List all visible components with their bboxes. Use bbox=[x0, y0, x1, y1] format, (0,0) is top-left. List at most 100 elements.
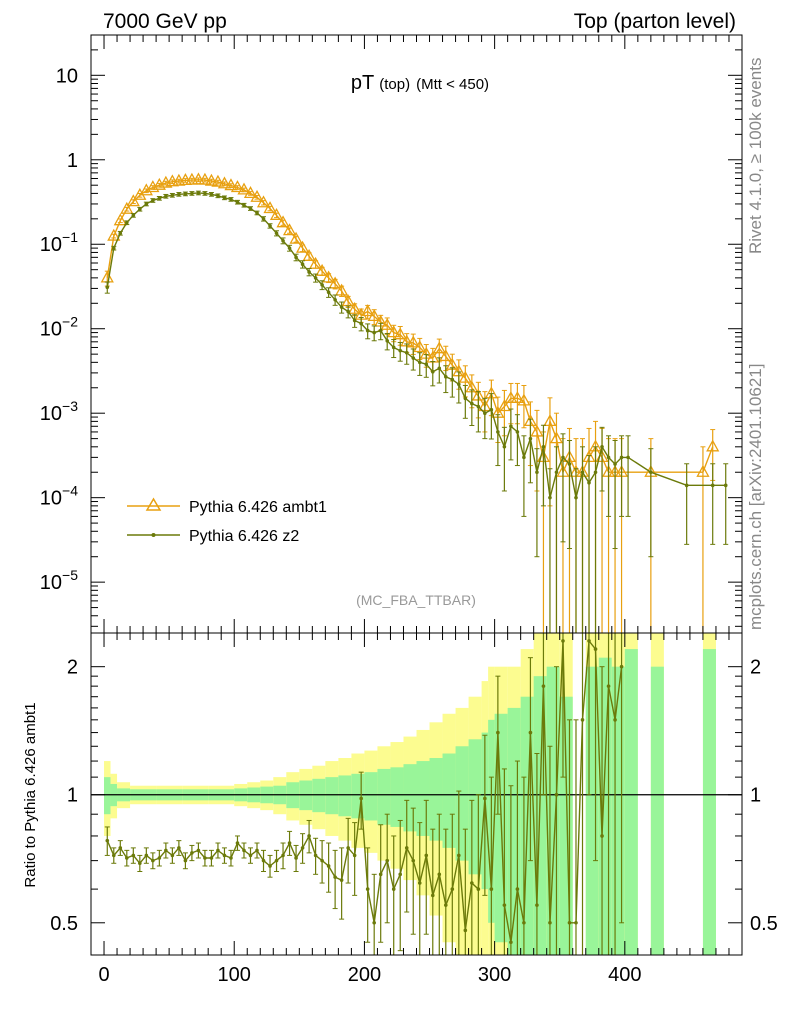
ratio-point-z2 bbox=[502, 903, 507, 907]
data-point-z2 bbox=[528, 436, 533, 441]
data-point-z2 bbox=[417, 360, 422, 365]
ratio-point-z2 bbox=[580, 718, 585, 722]
data-point-z2 bbox=[710, 483, 715, 488]
lower-y-tick-label: 0.5 bbox=[50, 913, 78, 935]
data-point-ambt1 bbox=[341, 294, 355, 307]
data-point-z2 bbox=[450, 377, 455, 382]
data-point-z2 bbox=[274, 231, 279, 236]
ratio-point-z2 bbox=[105, 838, 110, 843]
data-point-z2 bbox=[372, 330, 376, 335]
data-point-ambt1 bbox=[458, 370, 472, 383]
x-tick-label: 100 bbox=[218, 964, 251, 986]
data-point-ambt1 bbox=[510, 390, 525, 403]
data-point-ambt1 bbox=[517, 393, 531, 406]
lower-y-tick-label-right: 1 bbox=[750, 785, 761, 807]
ratio-point-z2 bbox=[509, 940, 513, 945]
ratio-point-z2 bbox=[593, 647, 598, 651]
data-point-ambt1 bbox=[406, 335, 420, 348]
upper-y-tick-label: 10 bbox=[56, 65, 78, 87]
data-point-ambt1 bbox=[543, 414, 557, 427]
ratio-point-z2 bbox=[203, 856, 207, 860]
ratio-point-z2 bbox=[274, 858, 279, 863]
data-point-z2 bbox=[248, 206, 253, 211]
data-point-ambt1 bbox=[497, 399, 511, 412]
data-point-ambt1 bbox=[696, 464, 710, 477]
ratio-point-z2 bbox=[268, 864, 272, 868]
data-point-z2 bbox=[723, 483, 728, 488]
data-point-ambt1 bbox=[191, 172, 206, 185]
ratio-point-z2 bbox=[157, 856, 162, 860]
ratio-band-inner bbox=[442, 753, 456, 848]
ratio-band-inner bbox=[455, 746, 469, 861]
ratio-point-z2 bbox=[437, 872, 442, 877]
upper-y-tick-base: 10 bbox=[40, 572, 62, 594]
data-point-z2 bbox=[391, 345, 396, 350]
data-point-z2 bbox=[489, 407, 494, 412]
data-point-z2 bbox=[183, 192, 188, 196]
upper-y-tick-exponent: −1 bbox=[62, 229, 78, 245]
ratio-band-inner bbox=[338, 775, 352, 817]
ratio-band-inner bbox=[559, 696, 573, 955]
upper-y-tick-base: 10 bbox=[40, 403, 62, 425]
data-point-ambt1 bbox=[282, 223, 297, 236]
upper-y-tick-exponent: −5 bbox=[62, 567, 78, 583]
ratio-point-z2 bbox=[365, 887, 370, 891]
ratio-band-inner bbox=[377, 768, 391, 825]
data-point-z2 bbox=[131, 213, 136, 218]
upper-y-tick-label: 10−2 bbox=[40, 314, 78, 341]
data-point-z2 bbox=[567, 462, 572, 466]
data-point-z2 bbox=[138, 207, 142, 211]
ratio-band-inner bbox=[416, 761, 430, 836]
ratio-point-z2 bbox=[424, 853, 429, 858]
ratio-point-z2 bbox=[470, 881, 474, 885]
ratio-point-z2 bbox=[235, 841, 240, 845]
data-point-ambt1 bbox=[211, 174, 225, 187]
plot-title: pT (top) (Mtt < 450) bbox=[351, 72, 489, 94]
ratio-point-z2 bbox=[300, 846, 305, 850]
ratio-point-z2 bbox=[287, 841, 292, 845]
data-point-z2 bbox=[229, 197, 233, 202]
ratio-point-z2 bbox=[229, 856, 233, 860]
ratio-point-z2 bbox=[561, 639, 565, 643]
analysis-watermark: (MC_FBA_TTBAR) bbox=[356, 592, 476, 608]
data-point-ambt1 bbox=[126, 194, 140, 207]
ratio-point-z2 bbox=[359, 796, 363, 801]
ratio-point-z2 bbox=[248, 853, 253, 858]
upper-y-tick-exponent: −4 bbox=[62, 483, 78, 499]
ratio-point-z2 bbox=[216, 848, 220, 853]
data-point-ambt1 bbox=[256, 195, 271, 208]
data-point-ambt1 bbox=[387, 325, 401, 338]
plot-title-main: pT bbox=[351, 72, 374, 94]
data-point-z2 bbox=[548, 495, 552, 500]
ratio-point-z2 bbox=[339, 878, 344, 882]
ratio-point-z2 bbox=[209, 856, 214, 860]
ratio-point-z2 bbox=[541, 684, 546, 688]
ratio-point-z2 bbox=[320, 858, 324, 863]
ratio-point-z2 bbox=[255, 848, 259, 853]
data-point-ambt1 bbox=[276, 215, 290, 228]
ratio-point-z2 bbox=[170, 853, 175, 858]
ratio-point-z2 bbox=[554, 792, 559, 797]
data-point-ambt1 bbox=[113, 213, 127, 226]
data-point-z2 bbox=[574, 495, 578, 500]
data-point-z2 bbox=[385, 338, 390, 343]
data-point-z2 bbox=[561, 455, 565, 460]
data-point-z2 bbox=[424, 362, 429, 367]
ratio-point-z2 bbox=[118, 846, 123, 850]
data-point-z2 bbox=[496, 430, 500, 434]
legend-z2-label: Pythia 6.426 z2 bbox=[189, 528, 299, 545]
plot-title-sub: (top) bbox=[379, 76, 410, 93]
data-point-ambt1 bbox=[107, 228, 121, 241]
data-point-z2 bbox=[613, 462, 617, 466]
data-point-z2 bbox=[404, 350, 409, 355]
data-point-z2 bbox=[261, 217, 266, 221]
ratio-band-inner bbox=[650, 666, 664, 955]
ratio-point-z2 bbox=[333, 875, 337, 879]
data-point-z2 bbox=[118, 231, 123, 236]
header-energy: 7000 GeV pp bbox=[103, 10, 227, 33]
lower-y-tick-label-right: 0.5 bbox=[750, 913, 778, 935]
data-point-ambt1 bbox=[295, 240, 310, 253]
ratio-band-inner bbox=[546, 666, 560, 955]
data-point-ambt1 bbox=[217, 176, 232, 189]
